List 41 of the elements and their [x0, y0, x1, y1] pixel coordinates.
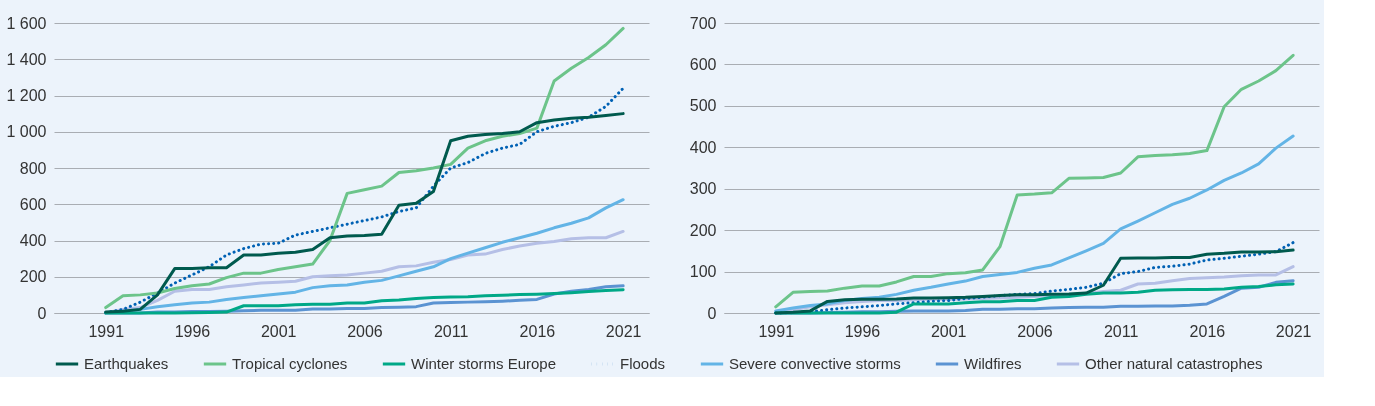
y-tick-label: 1 600 — [6, 14, 47, 32]
y-tick-label: 0 — [707, 304, 717, 322]
y-tick-label: 600 — [19, 195, 47, 213]
x-tick-label: 2021 — [605, 322, 642, 340]
y-tick-label: 600 — [689, 55, 717, 73]
x-tick-label: 2006 — [1017, 322, 1053, 340]
y-tick-label: 700 — [689, 14, 717, 32]
x-tick-label: 2001 — [930, 322, 967, 340]
legend-label: Earthquakes — [84, 355, 169, 372]
y-tick-label: 400 — [19, 232, 47, 249]
x-tick-label: 2006 — [347, 322, 383, 340]
x-tick-label: 1991 — [758, 322, 795, 340]
x-tick-label: 2016 — [519, 322, 556, 340]
legend-label: Floods — [620, 355, 666, 372]
y-tick-label: 200 — [19, 268, 47, 286]
y-tick-label: 500 — [689, 97, 717, 115]
y-tick-label: 300 — [689, 180, 717, 198]
line-series — [774, 53, 1295, 309]
line-series — [104, 26, 625, 310]
x-tick-label: 2001 — [260, 322, 297, 340]
y-tick-label: 0 — [37, 304, 47, 322]
line-series — [774, 134, 1295, 313]
y-tick-label: 1 200 — [6, 87, 47, 104]
x-tick-label: 2011 — [433, 322, 469, 340]
y-tick-label: 1 000 — [6, 123, 47, 141]
x-tick-label: 1996 — [174, 322, 211, 340]
x-tick-label: 1996 — [844, 322, 881, 340]
x-tick-label: 2016 — [1189, 322, 1226, 340]
y-tick-label: 400 — [689, 138, 717, 156]
y-tick-label: 200 — [689, 221, 717, 239]
legend-label: Severe convective storms — [729, 355, 901, 372]
legend-label: Wildfires — [964, 355, 1022, 372]
legend-label: Other natural catastrophes — [1085, 355, 1263, 372]
x-tick-label: 2021 — [1275, 322, 1312, 340]
legend-label: Winter storms Europe — [411, 355, 557, 372]
legend-label: Tropical cyclones — [232, 355, 348, 372]
y-tick-label: 1 400 — [6, 50, 47, 68]
x-tick-label: 2011 — [1103, 322, 1139, 340]
y-tick-label: 800 — [19, 159, 47, 177]
y-tick-label: 100 — [689, 263, 717, 281]
x-tick-label: 1991 — [88, 322, 125, 340]
